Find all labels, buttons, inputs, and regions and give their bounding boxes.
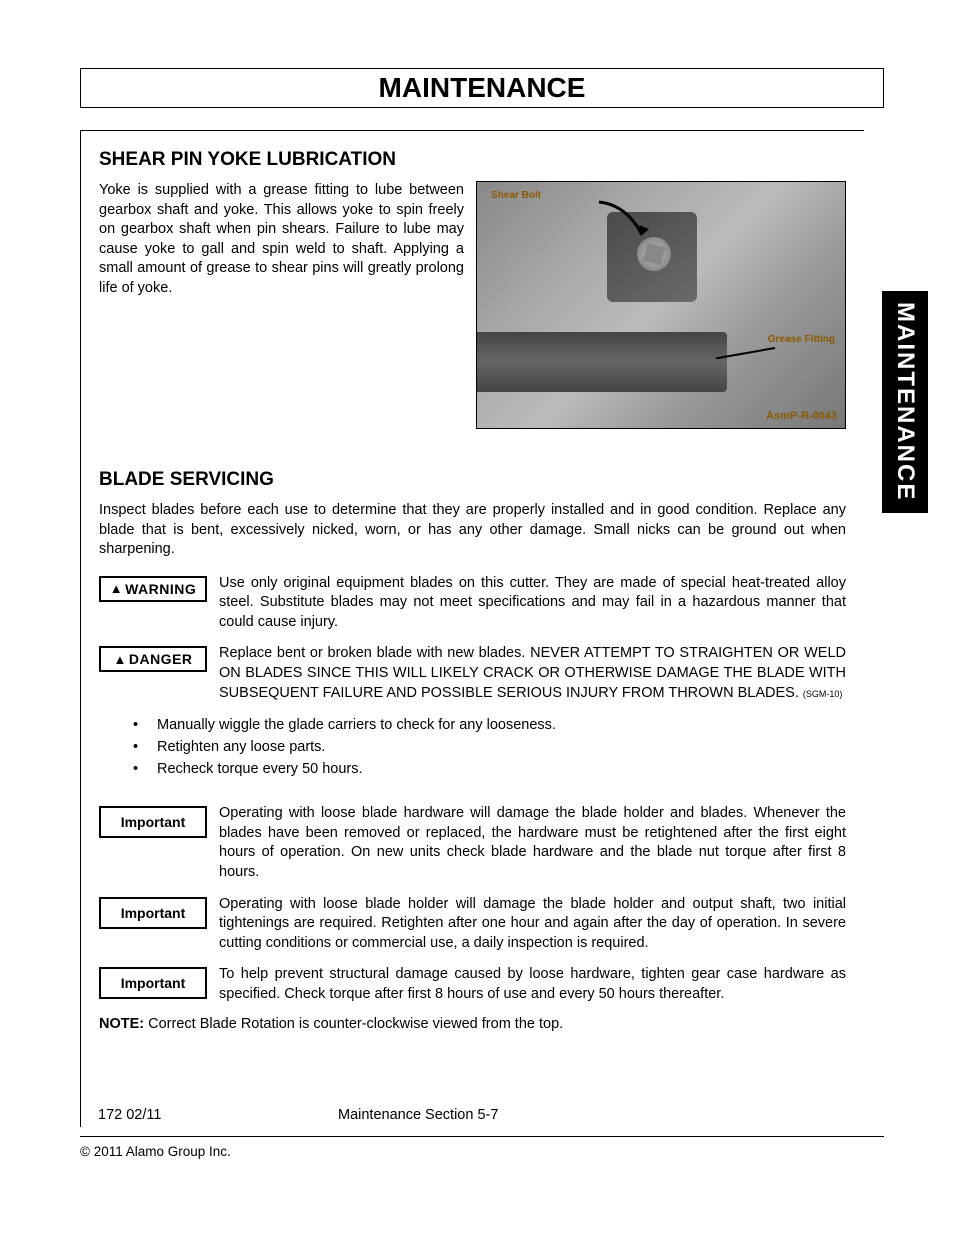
section1-body: Yoke is supplied with a grease fitting t… bbox=[99, 181, 464, 429]
footer-left: 172 02/11 bbox=[98, 1107, 338, 1123]
warning-label: WARNING bbox=[125, 581, 196, 597]
page-title: MAINTENANCE bbox=[379, 72, 586, 104]
section1-image: Shear Bolt Grease Fitting AsmP-R-0043 bbox=[476, 181, 846, 429]
important2-row: Important Operating with loose blade hol… bbox=[99, 895, 846, 954]
important3-text: To help prevent structural damage caused… bbox=[219, 965, 846, 1004]
section1-heading: SHEAR PIN YOKE LUBRICATION bbox=[99, 149, 846, 171]
list-item: Recheck torque every 50 hours. bbox=[133, 759, 846, 781]
warning-badge: ▲WARNING bbox=[99, 576, 207, 602]
important2-text: Operating with loose blade holder will d… bbox=[219, 895, 846, 954]
bullet-list: Manually wiggle the glade carriers to ch… bbox=[133, 715, 846, 780]
note-text: Correct Blade Rotation is counter-clockw… bbox=[144, 1016, 563, 1032]
footer-center: Maintenance Section 5-7 bbox=[338, 1107, 864, 1123]
danger-label: DANGER bbox=[129, 651, 193, 667]
warning-text: Use only original equipment blades on th… bbox=[219, 574, 846, 633]
section2-intro: Inspect blades before each use to determ… bbox=[99, 501, 846, 560]
image-shaft-shape bbox=[476, 332, 727, 392]
danger-text: Replace bent or broken blade with new bl… bbox=[219, 644, 846, 703]
important3-row: Important To help prevent structural dam… bbox=[99, 965, 846, 1004]
warning-icon: ▲ bbox=[110, 582, 123, 595]
important2-badge: Important bbox=[99, 897, 207, 929]
warning-row: ▲WARNING Use only original equipment bla… bbox=[99, 574, 846, 633]
important1-row: Important Operating with loose blade har… bbox=[99, 804, 846, 882]
note-line: NOTE: Correct Blade Rotation is counter-… bbox=[99, 1016, 846, 1032]
image-label-shear: Shear Bolt bbox=[491, 190, 541, 201]
section2-heading: BLADE SERVICING bbox=[99, 469, 846, 491]
side-tab: MAINTENANCE bbox=[882, 291, 928, 513]
footer-row: 172 02/11 Maintenance Section 5-7 bbox=[98, 1107, 864, 1123]
copyright: © 2011 Alamo Group Inc. bbox=[80, 1144, 231, 1159]
list-item: Retighten any loose parts. bbox=[133, 737, 846, 759]
danger-ref: (SGM-10) bbox=[803, 689, 843, 699]
section1-row: Yoke is supplied with a grease fitting t… bbox=[99, 181, 846, 429]
note-label: NOTE: bbox=[99, 1016, 144, 1032]
danger-body: Replace bent or broken blade with new bl… bbox=[219, 645, 846, 700]
important1-badge: Important bbox=[99, 806, 207, 838]
list-item: Manually wiggle the glade carriers to ch… bbox=[133, 715, 846, 737]
important1-text: Operating with loose blade hardware will… bbox=[219, 804, 846, 882]
danger-icon: ▲ bbox=[113, 653, 126, 666]
danger-row: ▲ DANGER Replace bent or broken blade wi… bbox=[99, 644, 846, 703]
image-arrow-shear bbox=[597, 200, 657, 250]
side-tab-text: MAINTENANCE bbox=[891, 302, 919, 501]
danger-badge: ▲ DANGER bbox=[99, 646, 207, 672]
image-ref: AsmP-R-0043 bbox=[766, 410, 837, 422]
content-frame: SHEAR PIN YOKE LUBRICATION Yoke is suppl… bbox=[80, 130, 864, 1127]
bottom-rule bbox=[80, 1136, 884, 1137]
title-box: MAINTENANCE bbox=[80, 68, 884, 108]
image-label-grease: Grease Fitting bbox=[768, 334, 835, 345]
important3-badge: Important bbox=[99, 967, 207, 999]
